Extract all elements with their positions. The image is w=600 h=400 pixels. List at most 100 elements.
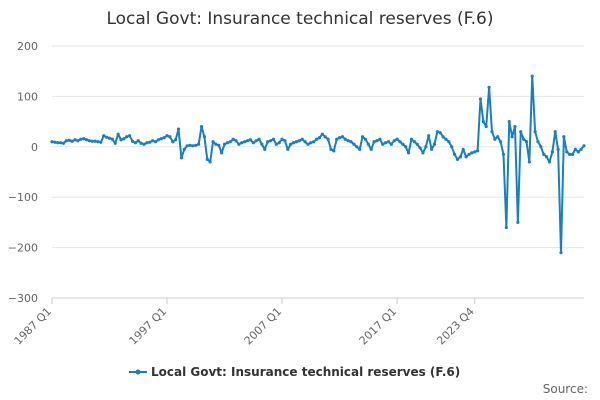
data-point <box>378 137 382 141</box>
data-point <box>99 140 103 144</box>
data-point <box>139 141 143 145</box>
data-point <box>444 137 448 141</box>
data-point <box>257 137 261 141</box>
data-point <box>67 138 71 142</box>
data-point <box>343 137 347 141</box>
data-point <box>346 139 350 143</box>
data-point <box>542 152 546 156</box>
data-point <box>527 160 531 164</box>
data-point <box>70 139 74 143</box>
data-point <box>122 137 126 141</box>
data-point <box>335 137 339 141</box>
data-point <box>208 160 212 164</box>
data-point <box>151 139 155 143</box>
data-point <box>159 137 163 141</box>
data-point <box>50 140 54 144</box>
data-point <box>176 127 181 131</box>
y-tick-label: −100 <box>8 191 38 204</box>
data-point <box>550 150 554 154</box>
data-point <box>461 147 465 151</box>
data-point <box>217 143 221 147</box>
data-point <box>496 135 500 139</box>
data-point <box>142 142 146 146</box>
legend-label: Local Govt: Insurance technical reserves… <box>151 365 460 379</box>
data-point <box>401 142 405 146</box>
data-point <box>467 152 471 156</box>
data-point <box>507 120 511 124</box>
data-point <box>110 137 114 141</box>
data-point <box>478 97 483 101</box>
data-point <box>76 139 80 143</box>
data-point <box>312 140 316 144</box>
data-point <box>136 139 140 143</box>
x-tick-label: 2007 Q1 <box>242 305 285 348</box>
data-point <box>484 125 488 129</box>
data-point <box>188 143 192 147</box>
data-point <box>499 140 503 144</box>
data-point <box>352 142 356 146</box>
data-point <box>251 141 255 145</box>
data-point <box>214 142 218 146</box>
legend[interactable]: Local Govt: Insurance technical reserves… <box>129 365 460 379</box>
data-point <box>568 152 572 156</box>
data-point <box>300 137 304 141</box>
data-point <box>418 146 422 150</box>
data-point <box>493 137 497 141</box>
data-point <box>202 135 207 139</box>
data-point <box>156 138 160 142</box>
data-point <box>148 140 152 144</box>
data-point <box>326 137 330 141</box>
data-point <box>383 141 388 145</box>
data-point <box>53 140 57 144</box>
data-point <box>490 130 494 134</box>
data-point <box>510 135 514 139</box>
data-point <box>386 140 391 144</box>
data-point <box>90 139 94 143</box>
data-point <box>363 137 368 141</box>
y-axis: 200 100 0 −100 −200 −300 <box>8 40 38 305</box>
data-point <box>404 145 408 149</box>
y-tick-label: −300 <box>8 292 38 305</box>
data-point <box>447 140 451 144</box>
data-point <box>432 142 437 146</box>
y-tick-label: 100 <box>17 90 38 103</box>
data-point <box>303 140 307 144</box>
data-point <box>415 142 419 146</box>
y-tick-label: −200 <box>8 242 38 255</box>
data-point <box>412 140 416 144</box>
data-point <box>260 142 264 146</box>
x-tick-label: 1987 Q1 <box>12 305 55 348</box>
data-point <box>406 151 411 155</box>
data-point <box>220 151 224 155</box>
data-point <box>245 139 250 143</box>
data-point <box>211 140 215 144</box>
series-line <box>51 75 585 254</box>
data-point <box>579 147 583 151</box>
data-point <box>268 139 273 143</box>
data-point <box>381 142 385 146</box>
data-point <box>283 139 287 143</box>
data-point <box>547 160 552 164</box>
data-point <box>306 142 310 146</box>
data-point <box>87 139 91 143</box>
data-point <box>179 156 184 160</box>
y-tick-label: 0 <box>31 141 38 154</box>
data-point <box>470 151 474 155</box>
data-point <box>340 135 345 139</box>
data-point <box>225 141 230 145</box>
data-point <box>450 145 454 149</box>
data-point <box>375 139 379 143</box>
data-point <box>254 139 258 143</box>
data-point <box>576 150 580 154</box>
data-point <box>513 125 517 129</box>
data-point <box>222 142 227 146</box>
data-point <box>565 150 569 154</box>
data-point <box>133 141 137 145</box>
data-point <box>116 132 120 136</box>
data-point <box>409 137 414 141</box>
data-point <box>360 135 365 139</box>
data-point <box>487 85 491 89</box>
x-tick-label: 1997 Q1 <box>127 305 170 348</box>
